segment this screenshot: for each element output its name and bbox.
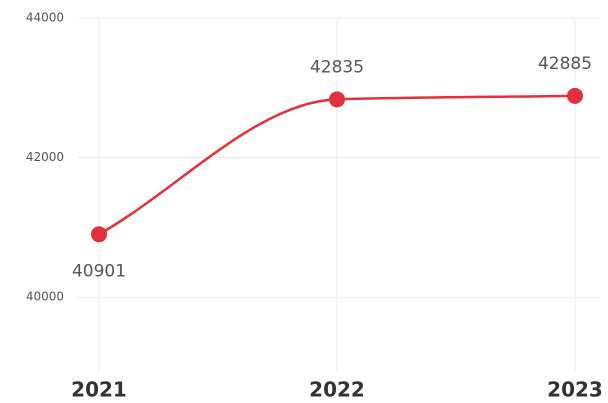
x-tick-label: 2023	[547, 378, 603, 402]
y-tick-label: 42000	[26, 150, 64, 164]
x-tick-label: 2022	[309, 378, 365, 402]
x-tick-label: 2021	[71, 378, 127, 402]
point	[91, 226, 107, 243]
data-label: 42835	[310, 57, 364, 77]
data-label: 40901	[72, 261, 126, 281]
y-tick-label: 44000	[26, 11, 64, 25]
point	[329, 91, 345, 108]
y-tick-label: 40000	[26, 290, 64, 304]
data-label: 42885	[538, 54, 592, 74]
point	[567, 87, 583, 104]
